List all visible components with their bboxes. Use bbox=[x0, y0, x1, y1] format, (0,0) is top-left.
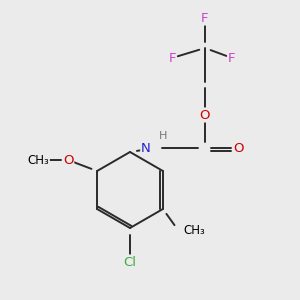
Text: H: H bbox=[159, 131, 167, 141]
Text: N: N bbox=[141, 142, 151, 154]
Text: O: O bbox=[200, 109, 210, 122]
Text: O: O bbox=[63, 154, 73, 166]
Text: F: F bbox=[201, 11, 209, 25]
Text: F: F bbox=[228, 52, 236, 64]
Text: CH₃: CH₃ bbox=[183, 224, 205, 236]
Text: CH₃: CH₃ bbox=[27, 154, 49, 166]
Text: Cl: Cl bbox=[124, 256, 136, 268]
Text: F: F bbox=[168, 52, 176, 64]
Text: O: O bbox=[233, 142, 243, 154]
